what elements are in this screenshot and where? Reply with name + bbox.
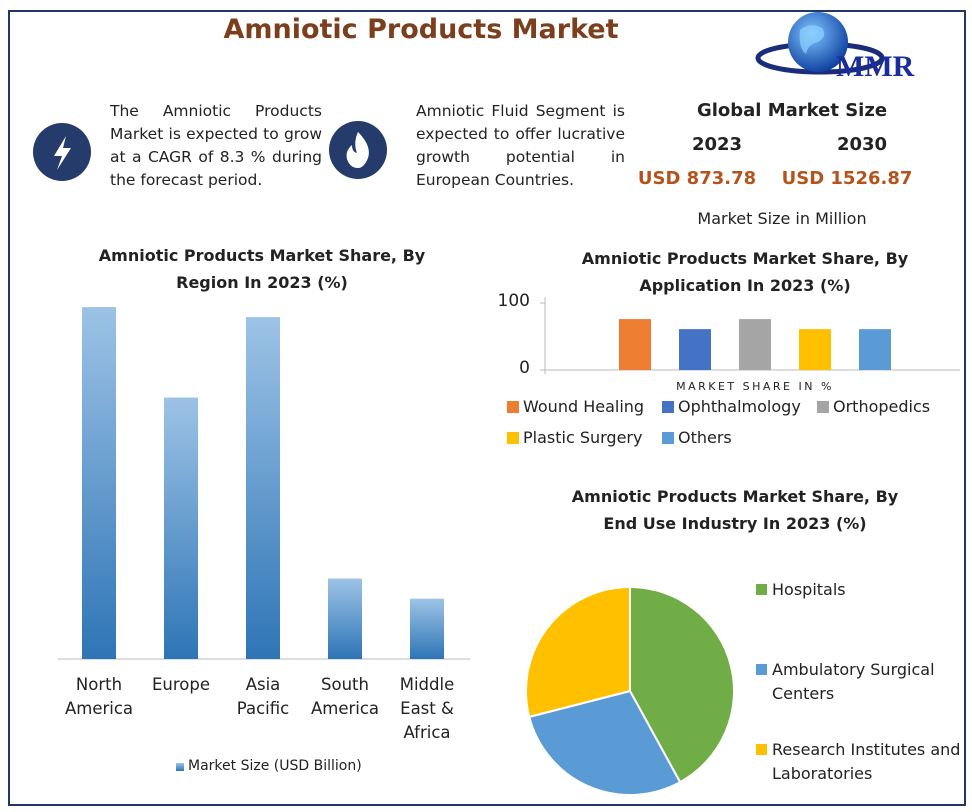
pie-slice	[528, 689, 682, 796]
legend-swatch	[756, 664, 767, 675]
chart-title: Amniotic Products Market Share, By End U…	[571, 487, 899, 533]
icon-bolt	[33, 123, 91, 181]
chart-title: Amniotic Products Market Share, By Appli…	[581, 249, 909, 295]
market-value: USD 1526.87	[781, 168, 913, 189]
chart-title: Amniotic Products Market Share, By Regio…	[98, 246, 426, 292]
legend-swatch	[756, 584, 767, 595]
bar	[82, 307, 116, 659]
icon-flame	[329, 121, 387, 179]
legend-label: Hospitals	[772, 580, 846, 599]
legend-label: Ophthalmology	[678, 397, 801, 416]
legend-label: Wound Healing	[523, 397, 645, 416]
market-value: USD 873.78	[637, 168, 757, 189]
logo-graphic	[755, 12, 885, 75]
y-tick-label: 100	[497, 291, 530, 311]
legend-label: Research Institutes and Laboratories	[772, 740, 961, 783]
page-title: Amniotic Products Market	[223, 14, 619, 45]
frame	[8, 10, 966, 806]
highlight-text: The Amniotic Products Market is expected…	[110, 102, 322, 189]
legend-label: Others	[678, 428, 732, 447]
bar	[739, 319, 771, 370]
x-tick-label: Europe	[151, 675, 211, 694]
legend-swatch	[756, 744, 767, 755]
bar	[410, 598, 444, 659]
market-year: 2023	[691, 134, 743, 155]
bar	[679, 329, 711, 370]
legend-label: Plastic Surgery	[523, 428, 643, 447]
pie-slice	[525, 585, 631, 719]
bar	[328, 578, 362, 659]
bar	[164, 397, 198, 659]
logo-text: MMR	[836, 50, 915, 83]
legend-swatch	[817, 401, 829, 413]
market-size-title: Global Market Size	[696, 100, 888, 121]
y-tick-label: 0	[519, 358, 530, 378]
bar	[799, 329, 831, 370]
legend-swatch	[662, 401, 674, 413]
bar	[619, 319, 651, 370]
legend-label: Market Size (USD Billion)	[188, 758, 362, 774]
bar	[246, 317, 280, 659]
pie-slice	[629, 585, 735, 784]
x-axis-label: MARKET SHARE IN %	[676, 380, 834, 393]
highlight-text: Amniotic Fluid Segment is expected to of…	[416, 102, 625, 189]
legend-label: Ambulatory Surgical Centers	[772, 660, 935, 703]
market-year: 2030	[836, 134, 888, 155]
bar	[859, 329, 891, 370]
x-tick-label: South America	[310, 675, 380, 718]
legend-swatch	[507, 432, 519, 444]
x-tick-label: Middle East & Africa	[399, 675, 455, 742]
legend-swatch	[176, 763, 184, 771]
legend-swatch	[662, 432, 674, 444]
legend-label: Orthopedics	[833, 397, 931, 416]
legend-swatch	[507, 401, 519, 413]
x-tick-label: North America	[64, 675, 134, 718]
x-tick-label: Asia Pacific	[236, 675, 290, 718]
market-size-note: Market Size in Million	[697, 209, 867, 228]
